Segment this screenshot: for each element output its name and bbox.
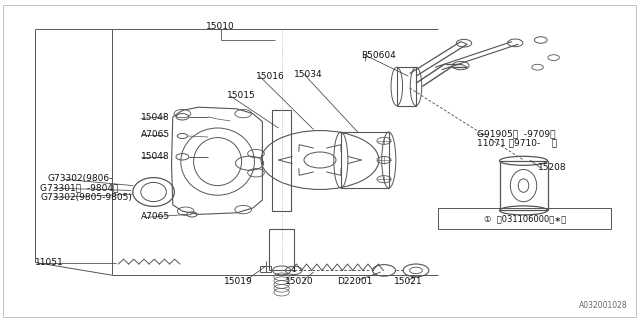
Text: 15010: 15010 (207, 22, 235, 31)
Bar (438, 208, 611, 229)
Text: 1: 1 (291, 268, 296, 273)
Text: 15021: 15021 (394, 277, 422, 286)
Text: G73302(9805-9805): G73302(9805-9805) (40, 193, 132, 202)
Text: G73301〈  -9804〉: G73301〈 -9804〉 (40, 183, 118, 192)
Text: ①  Ⓢ031106000（∗）: ① Ⓢ031106000（∗） (484, 214, 566, 223)
Bar (340, 132, 388, 188)
Bar (260, 266, 271, 272)
Text: B50604: B50604 (362, 51, 396, 60)
Text: A7065: A7065 (141, 212, 170, 221)
Text: 11071 〈9710-    〉: 11071 〈9710- 〉 (477, 138, 557, 147)
Text: 15015: 15015 (227, 92, 256, 100)
Text: 15016: 15016 (256, 72, 285, 81)
Bar (269, 229, 294, 270)
Text: 15208: 15208 (538, 163, 566, 172)
Text: 15019: 15019 (225, 277, 253, 286)
Bar (499, 161, 548, 211)
Text: 15020: 15020 (285, 277, 313, 286)
Text: A7065: A7065 (141, 130, 170, 139)
Text: 15048: 15048 (141, 113, 170, 122)
Text: 15048: 15048 (141, 152, 170, 161)
Text: D22001: D22001 (337, 277, 373, 286)
Bar (397, 67, 416, 106)
Text: 15034: 15034 (294, 70, 323, 79)
Text: G91905〈  -9709〉: G91905〈 -9709〉 (477, 129, 556, 138)
Text: 11051: 11051 (35, 258, 64, 267)
Text: A032001028: A032001028 (579, 301, 627, 310)
Text: G73302(9806-: G73302(9806- (48, 174, 113, 183)
